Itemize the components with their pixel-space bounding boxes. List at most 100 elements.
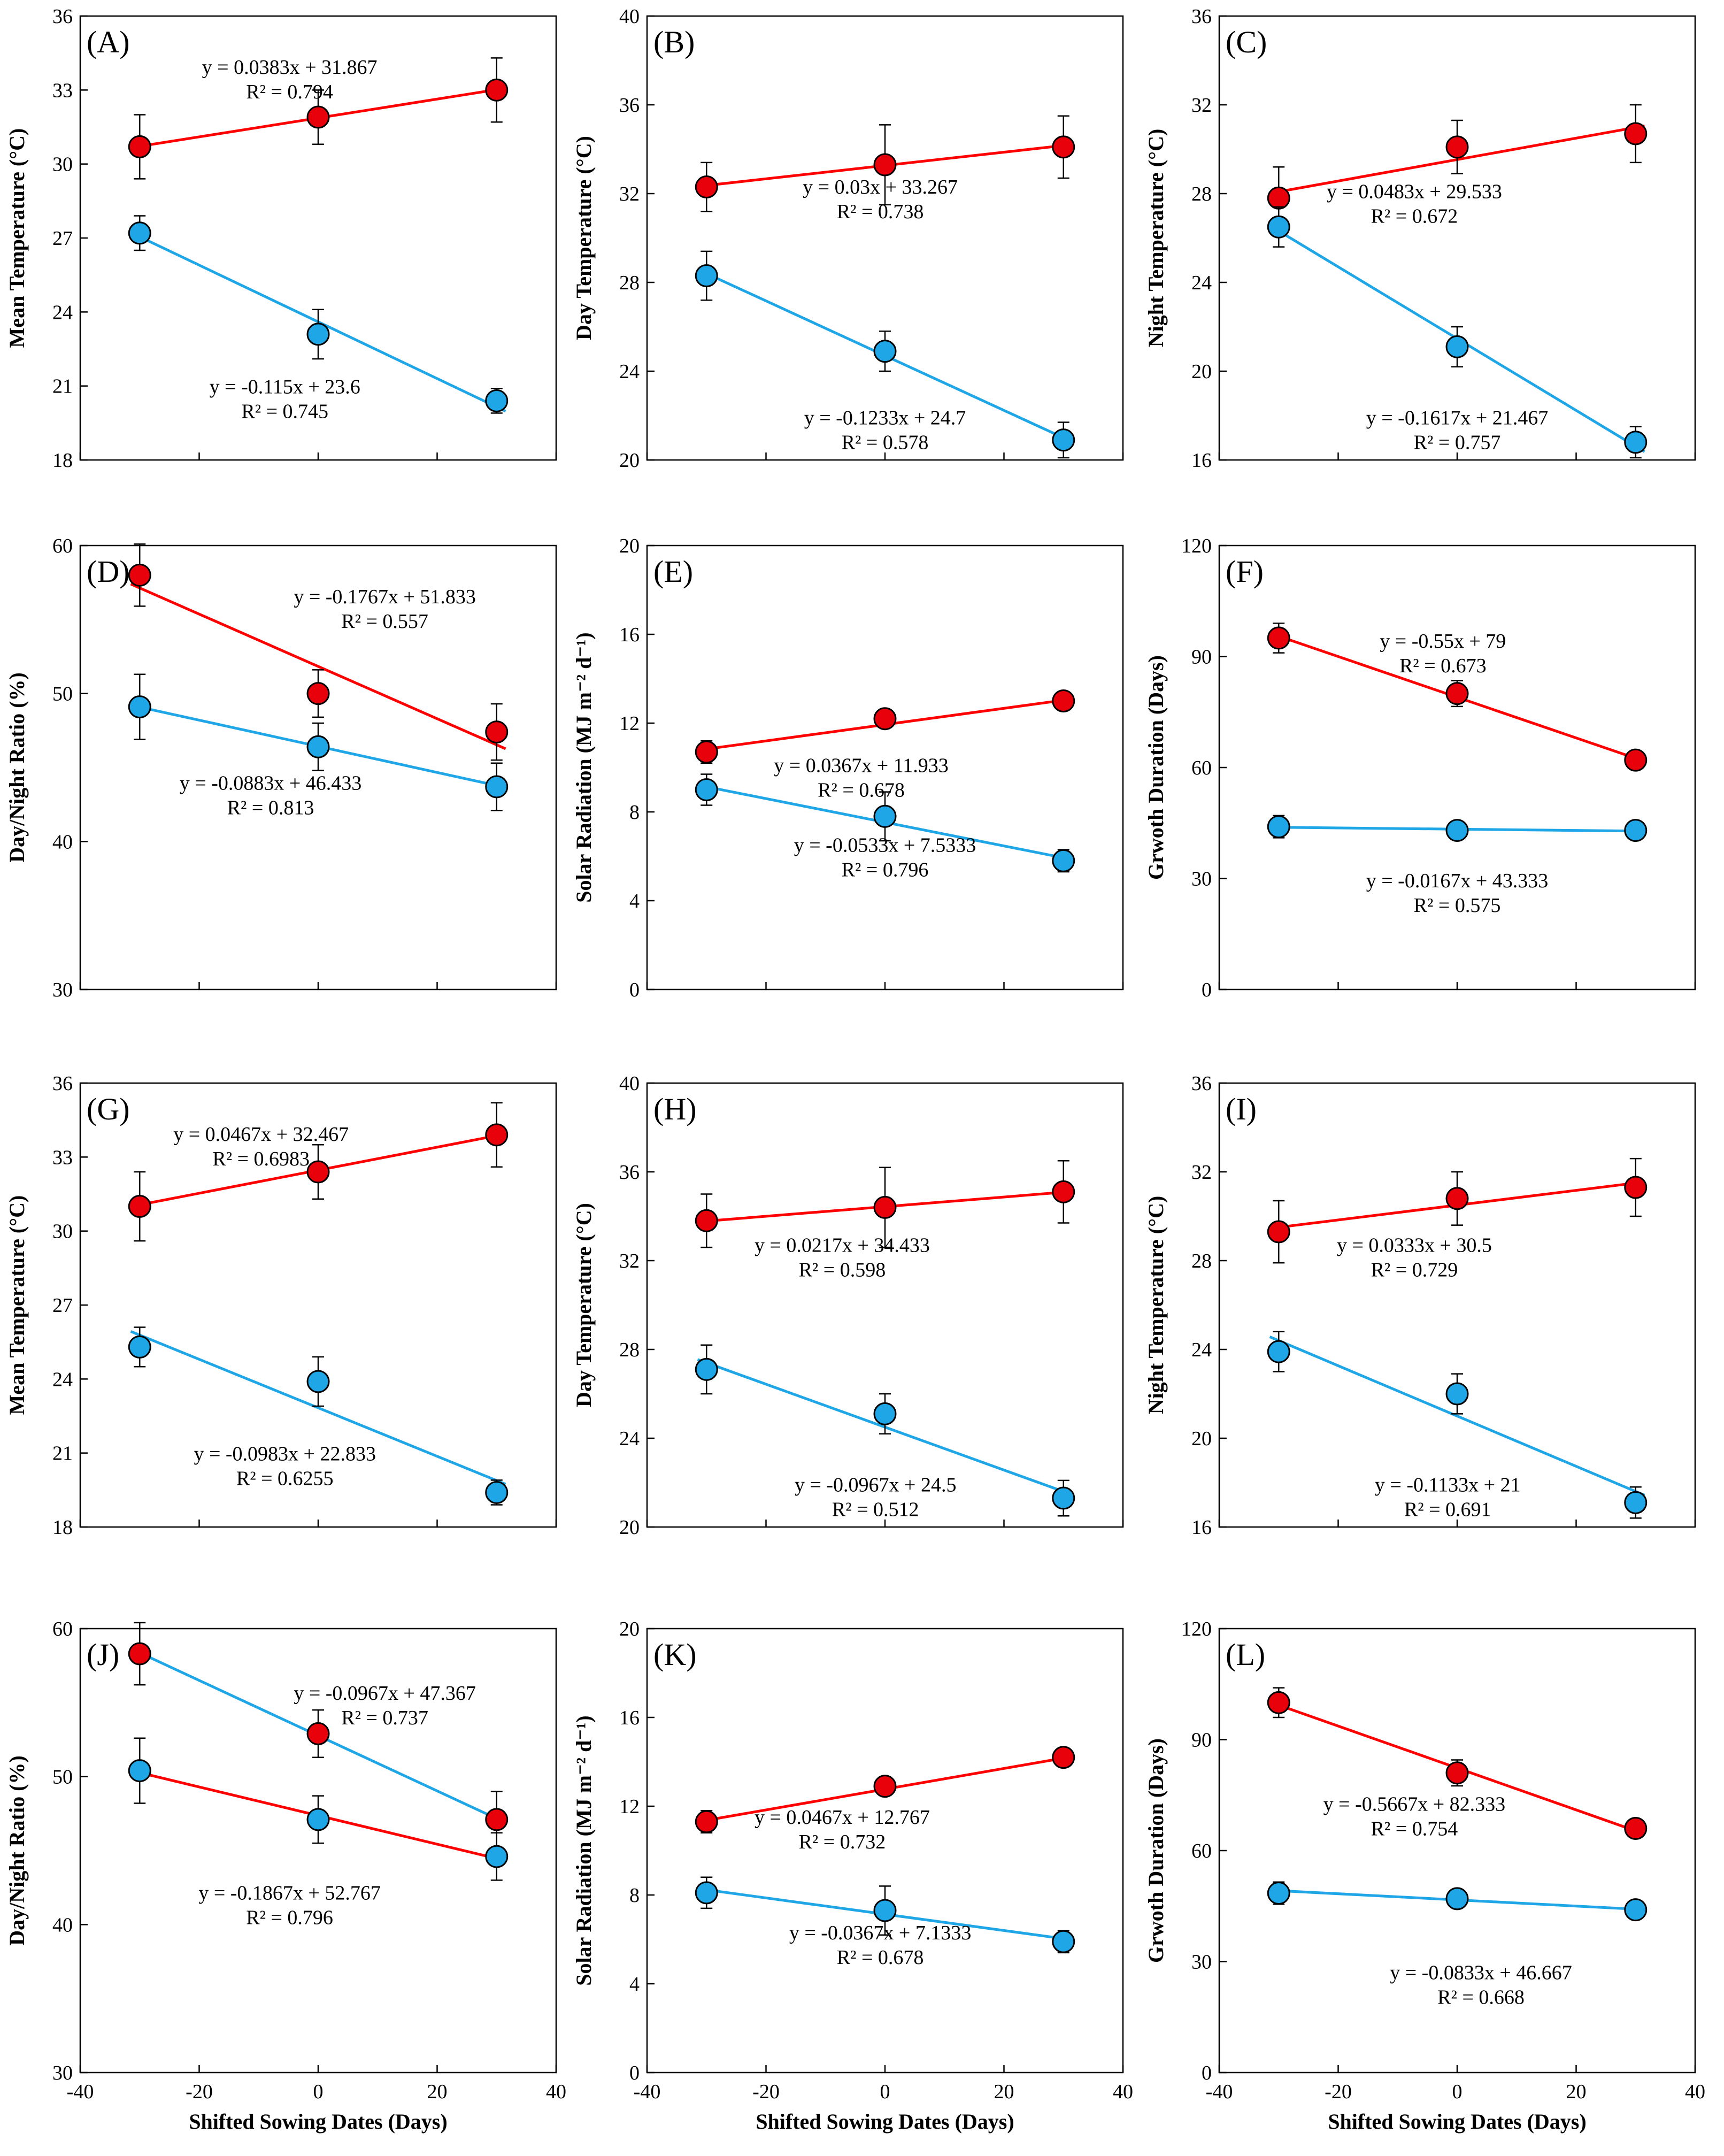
chart-panel-f: 0 30 60 90 120 Grwoth Duration (Days) (F) y = -… <box>1144 535 1696 1001</box>
red-data-point <box>1624 122 1648 145</box>
red-regression-equation: y = -0.5667x + 82.333 <box>1323 1793 1506 1815</box>
y-tick-label: 40 <box>619 1072 640 1095</box>
red-data-point <box>1052 1746 1075 1769</box>
blue-data-point <box>485 389 509 412</box>
y-tick-label: 24 <box>1191 1339 1212 1361</box>
blue-fit-line <box>130 1330 506 1486</box>
panel-label: (F) <box>1226 554 1264 589</box>
chart-panel-a: 18 21 24 27 30 33 36 Mean Temperature (°C) (A) y … <box>5 5 557 472</box>
y-tick-label: 30 <box>52 1221 73 1243</box>
panel-label: (C) <box>1226 25 1267 59</box>
red-data-point <box>695 740 718 764</box>
y-tick-label: 32 <box>1191 1161 1212 1184</box>
y-tick-label: 21 <box>52 1443 73 1465</box>
chart-panel-j: 30 40 50 60 -40 -20 0 20 40 Shifted Sowing Dates … <box>5 1618 566 2134</box>
blue-regression-equation: y = -0.0533x + 7.5333 <box>794 834 976 857</box>
y-tick-label: 120 <box>1181 535 1212 557</box>
red-r-squared: R² = 0.678 <box>818 779 905 801</box>
red-data-point <box>1445 1187 1469 1210</box>
red-data-point <box>873 1195 897 1219</box>
y-tick-label: 0 <box>629 979 640 1001</box>
y-tick-label: 60 <box>52 1618 73 1640</box>
blue-data-point <box>306 1808 330 1831</box>
blue-regression-equation: y = -0.0167x + 43.333 <box>1366 870 1549 892</box>
red-regression-equation: y = 0.03x + 33.267 <box>803 176 958 198</box>
blue-data-point <box>128 1335 151 1359</box>
red-r-squared: R² = 0.754 <box>1371 1817 1458 1840</box>
red-r-squared: R² = 0.737 <box>341 1707 428 1729</box>
y-axis-title: Day/Night Ratio (%) <box>5 1755 29 1946</box>
blue-regression-equation: y = -0.0883x + 46.433 <box>180 772 362 795</box>
red-regression-equation: y = 0.0467x + 32.467 <box>173 1123 349 1146</box>
red-data-point <box>1624 748 1648 772</box>
y-tick-label: 36 <box>52 1072 73 1095</box>
y-tick-label: 16 <box>619 624 640 646</box>
y-tick-label: 40 <box>52 831 73 853</box>
y-axis-title: Day Temperature (°C) <box>572 136 596 340</box>
y-axis-title: Grwoth Duration (Days) <box>1144 1738 1168 1963</box>
chart-panel-b: 20 24 28 32 36 40 Day Temperature (°C) (B) y = 0… <box>572 5 1124 472</box>
y-tick-label: 120 <box>1181 1618 1212 1640</box>
blue-r-squared: R² = 0.6255 <box>236 1468 334 1490</box>
y-axis-title: Solar Radiation (MJ m⁻² d⁻¹) <box>572 632 596 903</box>
y-tick-label: 20 <box>619 535 640 557</box>
y-tick-label: 30 <box>52 2062 73 2084</box>
y-tick-label: 40 <box>619 5 640 28</box>
panel-label: (K) <box>653 1637 697 1672</box>
blue-data-point <box>1267 1340 1290 1363</box>
red-data-point <box>128 1642 151 1666</box>
chart-panel-d: 30 40 50 60 Day/Night Ratio (%) (D) y = -0.176… <box>5 535 557 1001</box>
blue-data-point <box>1267 1882 1290 1905</box>
blue-data-point <box>485 1845 509 1868</box>
y-tick-label: 27 <box>52 227 73 250</box>
red-r-squared: R² = 0.794 <box>246 81 333 103</box>
x-tick-label: 20 <box>994 2081 1014 2103</box>
blue-regression-equation: y = -0.1133x + 21 <box>1375 1474 1521 1497</box>
y-tick-label: 27 <box>52 1294 73 1317</box>
panel-label: (G) <box>87 1092 130 1126</box>
panel-label: (B) <box>653 25 695 59</box>
y-tick-label: 24 <box>52 1368 73 1391</box>
y-tick-label: 24 <box>52 301 73 324</box>
chart-panel-e: 0 4 8 12 16 20 Solar Radiation (MJ m⁻² d⁻¹) (E)… <box>572 535 1124 1001</box>
x-tick-label: -20 <box>752 2081 780 2103</box>
blue-r-squared: R² = 0.668 <box>1437 1986 1525 2009</box>
blue-fit-line <box>1269 1336 1645 1497</box>
red-data-point <box>306 105 330 129</box>
x-tick-label: 40 <box>1113 2081 1133 2103</box>
red-regression-equation: y = 0.0383x + 31.867 <box>202 56 378 79</box>
y-tick-label: 32 <box>619 1250 640 1272</box>
chart-panel-k: 0 4 8 12 16 20 -40 -20 0 20 40 Shifted Sowing Dates… <box>572 1618 1133 2134</box>
red-regression-equation: y = 0.0333x + 30.5 <box>1337 1234 1492 1256</box>
y-tick-label: 8 <box>629 801 640 824</box>
red-data-point <box>1624 1176 1648 1199</box>
x-tick-label: -40 <box>67 2081 94 2103</box>
y-tick-label: 30 <box>1191 868 1212 891</box>
y-tick-label: 60 <box>52 535 73 557</box>
red-data-point <box>1052 135 1075 159</box>
blue-data-point <box>695 778 718 801</box>
chart-panel-g: 18 21 24 27 30 33 36 Mean Temperature (°C) (G) y … <box>5 1072 557 1539</box>
panel-label: (I) <box>1226 1092 1257 1126</box>
red-data-point <box>306 1160 330 1184</box>
blue-regression-equation: y = -0.1617x + 21.467 <box>1366 407 1549 429</box>
y-tick-label: 90 <box>1191 1729 1212 1752</box>
y-tick-label: 0 <box>629 2062 640 2084</box>
red-data-point <box>1624 1817 1648 1840</box>
red-r-squared: R² = 0.738 <box>837 201 924 223</box>
panel-label: (H) <box>653 1092 697 1126</box>
red-regression-equation: y = 0.0483x + 29.533 <box>1327 180 1502 203</box>
chart-panel-i: 16 20 24 28 32 36 Night Temperature (°C) (I) y =… <box>1144 1072 1696 1539</box>
y-tick-label: 16 <box>619 1707 640 1729</box>
y-tick-label: 12 <box>619 712 640 735</box>
blue-data-point <box>306 735 330 758</box>
blue-data-point <box>1624 1491 1648 1514</box>
blue-regression-equation: y = -0.0983x + 22.833 <box>194 1443 376 1466</box>
red-r-squared: R² = 0.598 <box>799 1259 886 1281</box>
y-tick-label: 20 <box>619 1618 640 1640</box>
y-tick-label: 18 <box>52 1516 73 1539</box>
blue-data-point <box>695 1881 718 1905</box>
blue-data-point <box>1052 1486 1075 1510</box>
blue-r-squared: R² = 0.796 <box>842 859 929 881</box>
y-tick-label: 0 <box>1202 979 1212 1001</box>
